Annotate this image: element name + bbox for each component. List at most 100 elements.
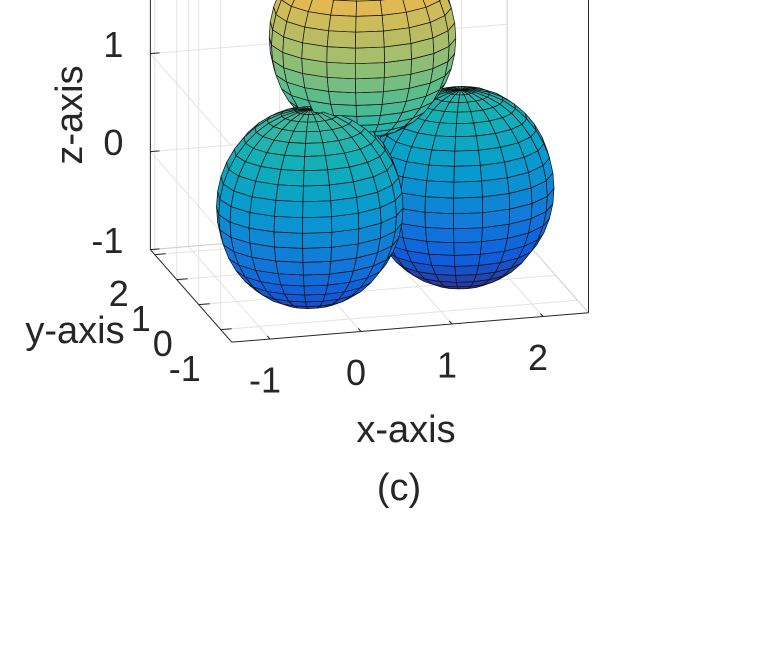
z-tick <box>150 52 160 55</box>
z-tick <box>150 248 160 251</box>
sphere-face <box>303 169 330 187</box>
sphere-face <box>274 246 304 263</box>
x-axis-label: x-axis <box>356 409 455 451</box>
z-tick <box>150 150 160 153</box>
grid-line <box>188 246 271 340</box>
grid-line <box>150 151 233 245</box>
sphere-face <box>400 176 428 197</box>
z-tick-label: 0 <box>103 122 123 163</box>
x-tick <box>539 313 544 317</box>
sphere-face <box>453 212 484 230</box>
y-tick <box>198 303 210 306</box>
sphere-face <box>453 254 481 267</box>
sphere-face <box>303 155 328 172</box>
sphere-face <box>426 241 455 256</box>
sphere-face <box>424 196 454 215</box>
sphere-face <box>326 30 357 49</box>
caption: (c) <box>377 467 421 509</box>
sphere-face <box>456 111 474 125</box>
y-tick-label: 2 <box>109 273 129 314</box>
sphere-face <box>302 184 332 203</box>
sphere-face <box>356 115 381 126</box>
sphere-face <box>453 180 483 199</box>
sphere-face <box>330 103 358 117</box>
sphere-face <box>284 142 306 157</box>
sphere-face <box>281 0 295 7</box>
y-tick <box>154 253 166 256</box>
grid-line <box>220 299 578 331</box>
sphere-face <box>326 76 357 94</box>
y-tick <box>176 278 188 281</box>
surface <box>216 0 555 309</box>
sphere-face <box>453 227 483 244</box>
sphere-face <box>273 215 304 234</box>
sphere-face <box>455 274 477 283</box>
sphere-face <box>302 200 332 219</box>
y-tick-label: -1 <box>169 348 201 389</box>
sphere-face <box>302 246 332 263</box>
sphere-face <box>328 91 357 106</box>
sphere-face <box>303 273 330 287</box>
sphere-face <box>277 273 305 287</box>
sphere-face <box>273 231 304 249</box>
sphere-face <box>326 61 356 80</box>
sphere-face <box>383 27 412 48</box>
sphere-face <box>455 122 477 138</box>
sphere-face <box>454 135 479 152</box>
sphere-face <box>330 197 359 218</box>
sphere-face <box>355 104 383 117</box>
grid-line <box>150 53 233 147</box>
sphere-face <box>328 14 357 33</box>
sphere-face <box>302 216 333 234</box>
sphere-face <box>355 30 385 49</box>
sphere-face <box>428 149 456 167</box>
sphere-face <box>481 177 510 198</box>
sphere-face <box>453 241 482 256</box>
sphere-face <box>304 142 326 157</box>
sphere-face <box>425 180 455 199</box>
x-tick-label: 0 <box>346 352 366 393</box>
sphere-face <box>302 261 332 276</box>
sphere-face <box>453 165 482 183</box>
sphere-face <box>275 184 304 203</box>
sphere-face <box>431 264 456 276</box>
sphere-face <box>355 0 383 17</box>
sphere-face <box>305 130 324 144</box>
x-axis-line <box>231 312 589 343</box>
sphere-face <box>355 91 384 106</box>
z-axis-label: z-axis <box>49 65 91 164</box>
sphere-face <box>424 211 454 230</box>
sphere-face <box>431 135 456 152</box>
sphere-face <box>355 77 385 94</box>
sphere-face <box>303 284 328 296</box>
sphere-face <box>304 293 326 303</box>
sphere-face <box>354 62 385 80</box>
sphere-face <box>275 260 304 276</box>
sphere-face <box>453 149 481 167</box>
sphere-face <box>280 284 306 296</box>
sphere-face <box>330 0 358 17</box>
sphere-face <box>426 164 455 183</box>
x-tick <box>266 335 271 340</box>
x-tick-label: -1 <box>249 360 281 401</box>
y-tick-label: 0 <box>153 323 173 364</box>
sphere-face <box>428 253 456 267</box>
y-axis-label: y-axis <box>25 310 124 352</box>
sphere-face <box>453 196 484 215</box>
sphere-face <box>249 196 277 217</box>
y-tick <box>220 328 232 331</box>
sphere-face <box>274 200 304 219</box>
sphere-face <box>277 169 305 187</box>
x-tick <box>357 328 362 332</box>
z-tick-label: -1 <box>91 220 123 261</box>
sphere-face <box>422 0 440 8</box>
z-tick-label: 1 <box>103 24 123 65</box>
x-tick <box>448 320 453 325</box>
sphere-face <box>355 15 384 33</box>
sphere-face <box>326 46 356 65</box>
sphere-face <box>354 46 385 65</box>
x-tick-label: 1 <box>437 345 457 386</box>
